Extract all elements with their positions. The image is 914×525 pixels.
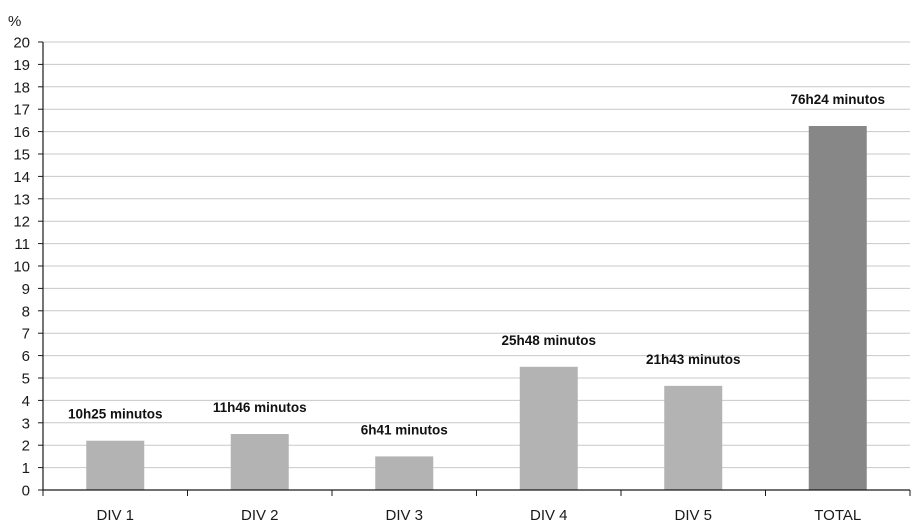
bar-div-1 <box>86 440 145 490</box>
y-axis-unit-label: % <box>8 13 21 30</box>
y-tick-label: 3 <box>22 415 30 432</box>
y-tick-label: 7 <box>22 326 30 343</box>
y-tick-label: 12 <box>13 214 30 231</box>
y-tick-label: 5 <box>22 371 30 388</box>
bars <box>86 126 867 490</box>
y-tick-label: 14 <box>13 169 30 186</box>
bar-div-4 <box>519 366 578 490</box>
bar-div-5 <box>664 385 723 490</box>
y-tick-label: 20 <box>13 35 30 52</box>
grid-lines <box>43 41 910 469</box>
y-tick-label: 9 <box>22 281 30 298</box>
y-tick-label: 0 <box>22 483 30 500</box>
y-tick-label: 8 <box>22 303 30 320</box>
y-tick-label: 11 <box>14 236 30 253</box>
x-tick-label: DIV 5 <box>674 507 712 524</box>
y-tick-label: 10 <box>13 259 30 276</box>
data-label: 10h25 minutos <box>68 407 163 422</box>
x-tick-label: DIV 2 <box>241 507 279 524</box>
y-tick-label: 13 <box>13 191 30 208</box>
y-tick-label: 17 <box>13 102 30 119</box>
bar-total <box>808 126 867 490</box>
x-tick-label: TOTAL <box>814 507 861 524</box>
data-label: 21h43 minutos <box>646 352 741 367</box>
x-tick-label: DIV 4 <box>530 507 568 524</box>
y-tick-label: 15 <box>13 147 30 164</box>
data-label: 76h24 minutos <box>790 92 885 107</box>
y-tick-label: 19 <box>13 57 30 74</box>
y-tick-label: 18 <box>13 79 30 96</box>
axes <box>38 41 911 496</box>
y-tick-label: 16 <box>13 124 30 141</box>
y-tick-label: 2 <box>22 438 30 455</box>
y-tick-label: 4 <box>22 393 30 410</box>
data-label: 11h46 minutos <box>213 400 307 415</box>
data-label: 25h48 minutos <box>501 333 596 348</box>
data-label: 6h41 minutos <box>361 422 448 437</box>
x-tick-label: DIV 1 <box>96 507 134 524</box>
y-tick-label: 6 <box>22 348 30 365</box>
y-tick-label: 1 <box>22 460 30 477</box>
bar-div-2 <box>230 434 289 490</box>
bar-div-3 <box>375 456 434 490</box>
x-tick-label: DIV 3 <box>385 507 423 524</box>
